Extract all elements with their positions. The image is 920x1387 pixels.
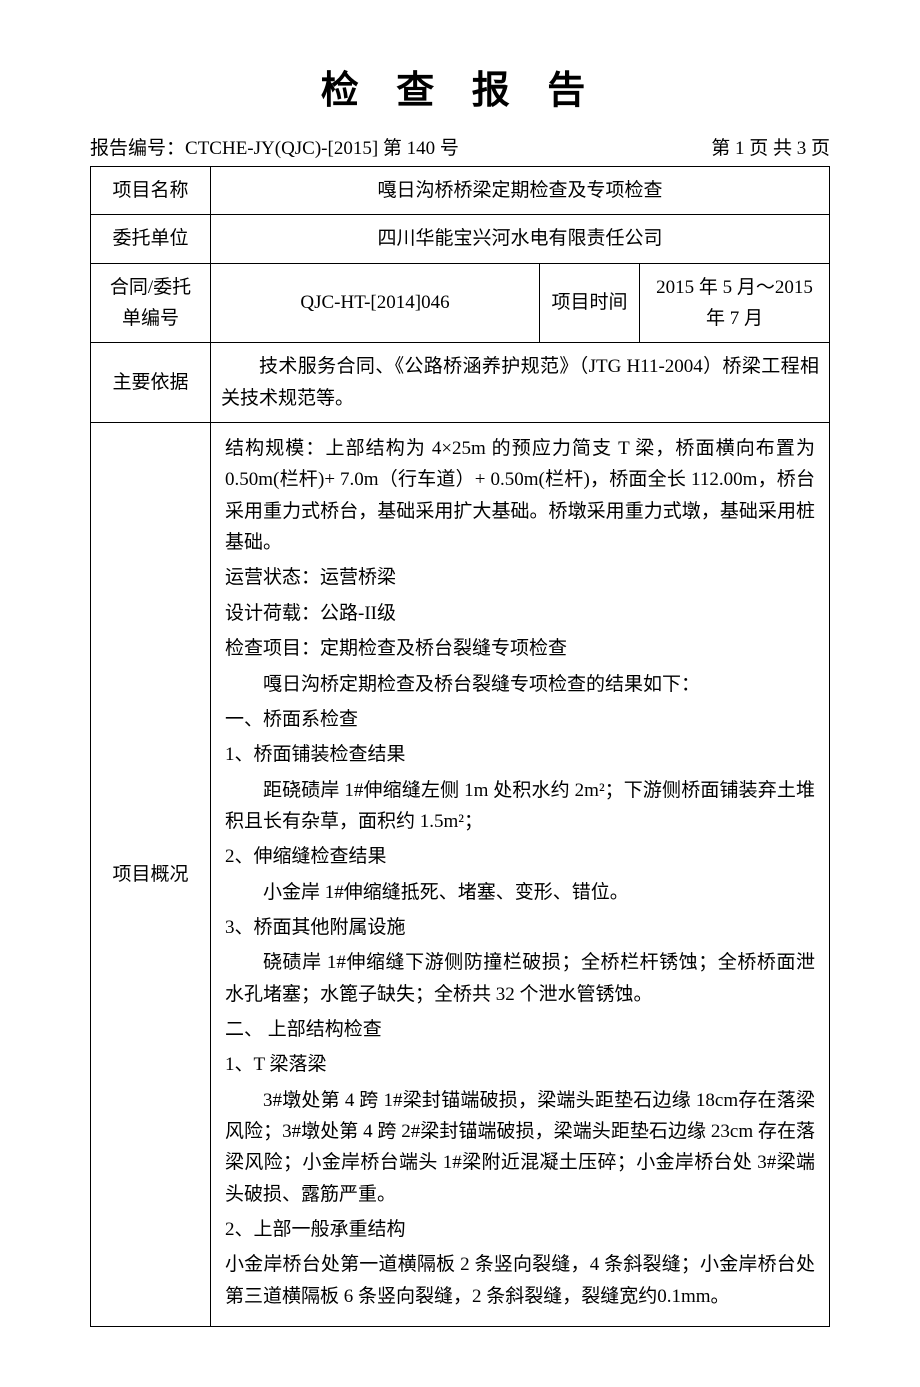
section-1-2-body: 小金岸 1#伸缩缝抵死、堵塞、变形、错位。 xyxy=(225,877,815,908)
project-name: 嘎日沟桥桥梁定期检查及专项检查 xyxy=(211,167,830,215)
contract-no-label: 合同/委托单编号 xyxy=(91,263,211,343)
section-2-1-body: 3#墩处第 4 跨 1#梁封锚端破损，梁端头距垫石边缘 18cm存在落梁风险；3… xyxy=(225,1085,815,1210)
section-1-3-body: 硗碛岸 1#伸缩缝下游侧防撞栏破损；全桥栏杆锈蚀；全桥桥面泄水孔堵塞；水篦子缺失… xyxy=(225,947,815,1010)
client: 四川华能宝兴河水电有限责任公司 xyxy=(211,215,830,263)
header-line: 报告编号：CTCHE-JY(QJC)-[2015] 第 140 号 第 1 页 … xyxy=(90,133,830,164)
section-2-heading: 二、 上部结构检查 xyxy=(225,1014,815,1045)
table-row: 合同/委托单编号 QJC-HT-[2014]046 项目时间 2015 年 5 … xyxy=(91,263,830,343)
basis-label: 主要依据 xyxy=(91,343,211,423)
basis: 技术服务合同、《公路桥涵养护规范》（JTG H11-2004）桥梁工程相关技术规… xyxy=(211,343,830,423)
overview-load: 设计荷载：公路-II级 xyxy=(225,598,815,629)
overview-scope: 检查项目：定期检查及桥台裂缝专项检查 xyxy=(225,633,815,664)
document-title: 检 查 报 告 xyxy=(90,60,830,123)
contract-no: QJC-HT-[2014]046 xyxy=(211,263,540,343)
section-2-2-body: 小金岸桥台处第一道横隔板 2 条竖向裂缝，4 条斜裂缝；小金岸桥台处第三道横隔板… xyxy=(225,1249,815,1312)
section-1-1: 1、桥面铺装检查结果 xyxy=(225,739,815,770)
project-name-label: 项目名称 xyxy=(91,167,211,215)
overview-result-intro: 嘎日沟桥定期检查及桥台裂缝专项检查的结果如下： xyxy=(225,669,815,700)
section-1-1-body: 距硗碛岸 1#伸缩缝左侧 1m 处积水约 2m²；下游侧桥面铺装弃土堆积且长有杂… xyxy=(225,775,815,838)
overview-label: 项目概况 xyxy=(91,423,211,1327)
report-table: 项目名称 嘎日沟桥桥梁定期检查及专项检查 委托单位 四川华能宝兴河水电有限责任公… xyxy=(90,166,830,1327)
overview-structure: 结构规模：上部结构为 4×25m 的预应力简支 T 梁，桥面横向布置为 0.50… xyxy=(225,433,815,558)
page-info: 第 1 页 共 3 页 xyxy=(711,133,830,164)
section-1-heading: 一、桥面系检查 xyxy=(225,704,815,735)
overview-status: 运营状态：运营桥梁 xyxy=(225,562,815,593)
table-row: 项目名称 嘎日沟桥桥梁定期检查及专项检查 xyxy=(91,167,830,215)
project-time: 2015 年 5 月～2015年 7 月 xyxy=(639,263,829,343)
section-2-1: 1、T 梁落梁 xyxy=(225,1049,815,1080)
report-number: 报告编号：CTCHE-JY(QJC)-[2015] 第 140 号 xyxy=(90,133,459,164)
overview-content: 结构规模：上部结构为 4×25m 的预应力简支 T 梁，桥面横向布置为 0.50… xyxy=(211,423,830,1327)
section-1-3: 3、桥面其他附属设施 xyxy=(225,912,815,943)
table-row: 委托单位 四川华能宝兴河水电有限责任公司 xyxy=(91,215,830,263)
table-row: 项目概况 结构规模：上部结构为 4×25m 的预应力简支 T 梁，桥面横向布置为… xyxy=(91,423,830,1327)
section-1-2: 2、伸缩缝检查结果 xyxy=(225,841,815,872)
table-row: 主要依据 技术服务合同、《公路桥涵养护规范》（JTG H11-2004）桥梁工程… xyxy=(91,343,830,423)
section-2-2: 2、上部一般承重结构 xyxy=(225,1214,815,1245)
client-label: 委托单位 xyxy=(91,215,211,263)
project-time-label: 项目时间 xyxy=(539,263,639,343)
